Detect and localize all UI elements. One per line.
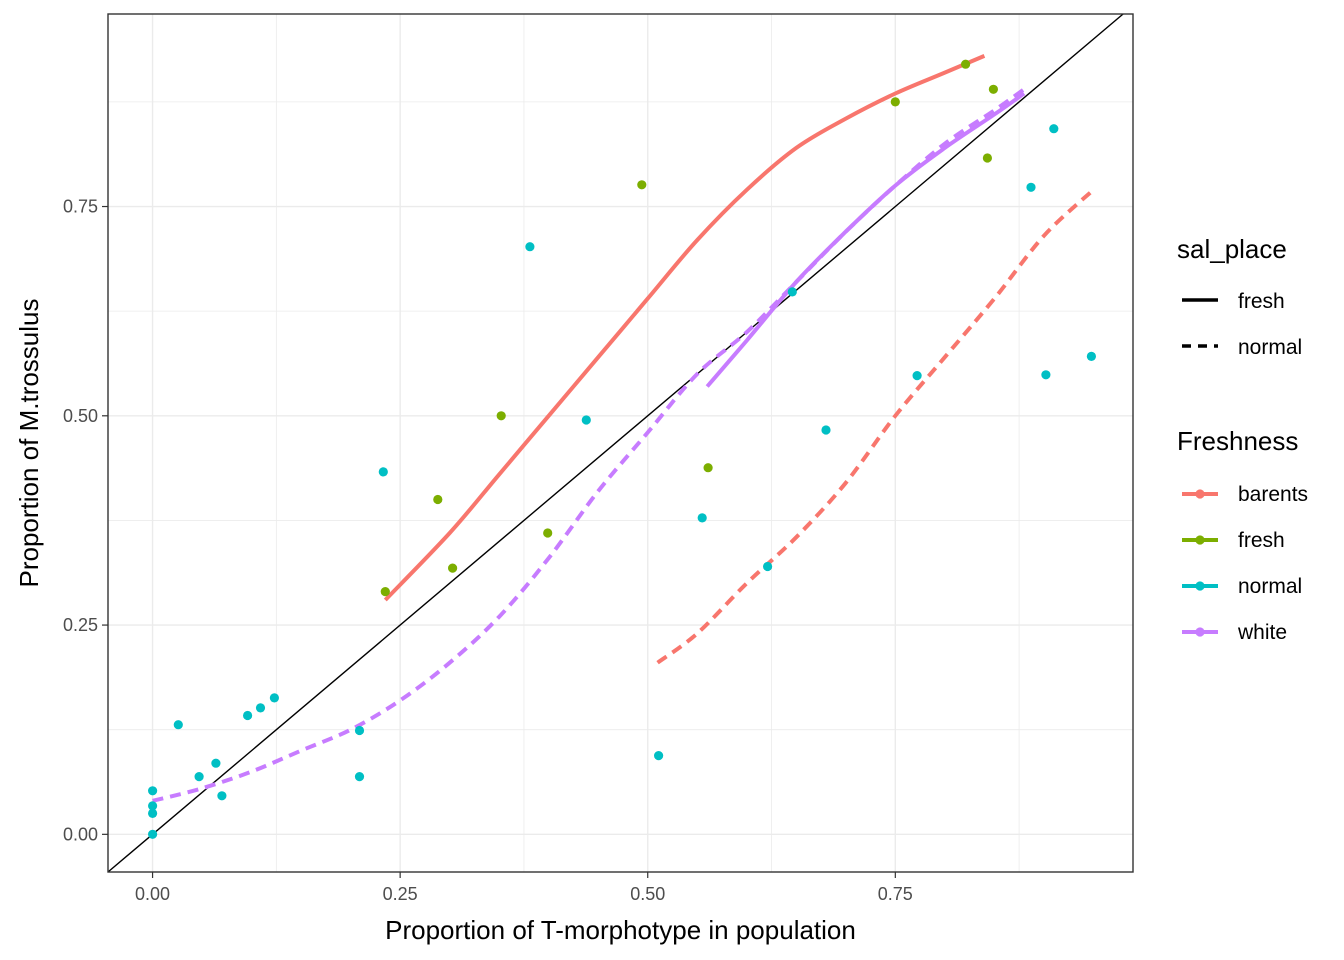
point-normal bbox=[1049, 124, 1059, 134]
x-axis-title: Proportion of T-morphotype in population bbox=[385, 915, 856, 945]
point-fresh bbox=[637, 180, 647, 190]
x-axis-ticks: 0.00 0.25 0.50 0.75 bbox=[135, 872, 913, 904]
point-normal bbox=[787, 287, 797, 297]
point-normal bbox=[148, 808, 158, 819]
point-normal bbox=[217, 791, 227, 801]
y-tick-label: 0.50 bbox=[63, 406, 98, 426]
legend-key-point-fresh bbox=[1195, 535, 1205, 545]
point-normal bbox=[148, 801, 158, 811]
legend-label-normal: normal bbox=[1238, 575, 1302, 598]
y-axis-ticks: 0.00 0.25 0.50 0.75 bbox=[63, 197, 108, 844]
point-fresh bbox=[982, 153, 993, 163]
legend-key-point-normal bbox=[1195, 581, 1205, 591]
smooth-line-barents-normal bbox=[656, 188, 1095, 665]
x-tick-label: 0.75 bbox=[878, 884, 913, 904]
point-normal bbox=[1026, 182, 1036, 192]
legend-label-barents: barents bbox=[1238, 483, 1308, 506]
identity-line bbox=[107, 13, 1124, 873]
point-normal bbox=[1041, 370, 1051, 380]
point-normal bbox=[243, 710, 253, 721]
y-tick-label: 0.00 bbox=[63, 824, 98, 844]
point-fresh bbox=[496, 411, 506, 421]
point-fresh bbox=[543, 528, 553, 538]
legend-label-fresh-linetype: fresh bbox=[1238, 290, 1285, 313]
point-normal bbox=[194, 772, 204, 782]
x-tick-label: 0.50 bbox=[630, 884, 665, 904]
y-tick-label: 0.75 bbox=[63, 197, 98, 217]
smooth-lines bbox=[152, 54, 1095, 803]
smooth-line-white-normal bbox=[152, 87, 1026, 803]
point-fresh bbox=[448, 563, 458, 573]
point-normal bbox=[255, 703, 266, 713]
legend-linetype: sal_place fresh normal bbox=[1177, 234, 1302, 359]
legend-color-title: Freshness bbox=[1177, 426, 1298, 456]
point-normal bbox=[269, 693, 279, 703]
point-normal bbox=[654, 751, 664, 761]
legend-key-point-white bbox=[1195, 627, 1205, 637]
point-normal bbox=[525, 242, 535, 252]
legend-color: Freshness barents fresh normal white bbox=[1177, 426, 1308, 644]
point-fresh bbox=[890, 97, 900, 107]
point-normal bbox=[581, 415, 591, 425]
legend-linetype-title: sal_place bbox=[1177, 234, 1287, 264]
point-normal bbox=[354, 725, 365, 736]
identity-line-group bbox=[107, 13, 1124, 873]
point-normal bbox=[173, 720, 183, 730]
smooth-line-barents-fresh bbox=[383, 54, 986, 602]
x-tick-label: 0.25 bbox=[383, 884, 418, 904]
point-fresh bbox=[380, 587, 390, 597]
point-normal bbox=[148, 786, 158, 796]
plot-panel-border bbox=[107, 13, 1134, 873]
data-points bbox=[148, 59, 1096, 839]
point-normal bbox=[354, 772, 365, 782]
point-normal bbox=[148, 829, 158, 839]
point-fresh bbox=[961, 59, 971, 69]
y-axis-title: Proportion of M.trossulus bbox=[14, 298, 44, 587]
legend-label-fresh: fresh bbox=[1238, 529, 1285, 552]
point-normal bbox=[1086, 351, 1096, 361]
point-normal bbox=[821, 425, 831, 435]
plot-panel-background bbox=[108, 14, 1133, 872]
legend-color-keys bbox=[1182, 489, 1218, 637]
point-fresh bbox=[433, 494, 443, 505]
grid-lines bbox=[108, 14, 1133, 872]
point-fresh bbox=[988, 84, 999, 94]
point-normal bbox=[211, 758, 221, 768]
x-tick-label: 0.00 bbox=[135, 884, 170, 904]
y-tick-label: 0.25 bbox=[63, 615, 98, 635]
point-normal bbox=[763, 561, 773, 572]
legend-label-white: white bbox=[1237, 621, 1287, 644]
point-normal bbox=[912, 371, 922, 381]
point-normal bbox=[697, 513, 707, 523]
legend-label-normal-linetype: normal bbox=[1238, 336, 1302, 359]
point-fresh bbox=[703, 463, 713, 473]
point-normal bbox=[378, 467, 388, 477]
legend-key-point-barents bbox=[1195, 489, 1205, 499]
